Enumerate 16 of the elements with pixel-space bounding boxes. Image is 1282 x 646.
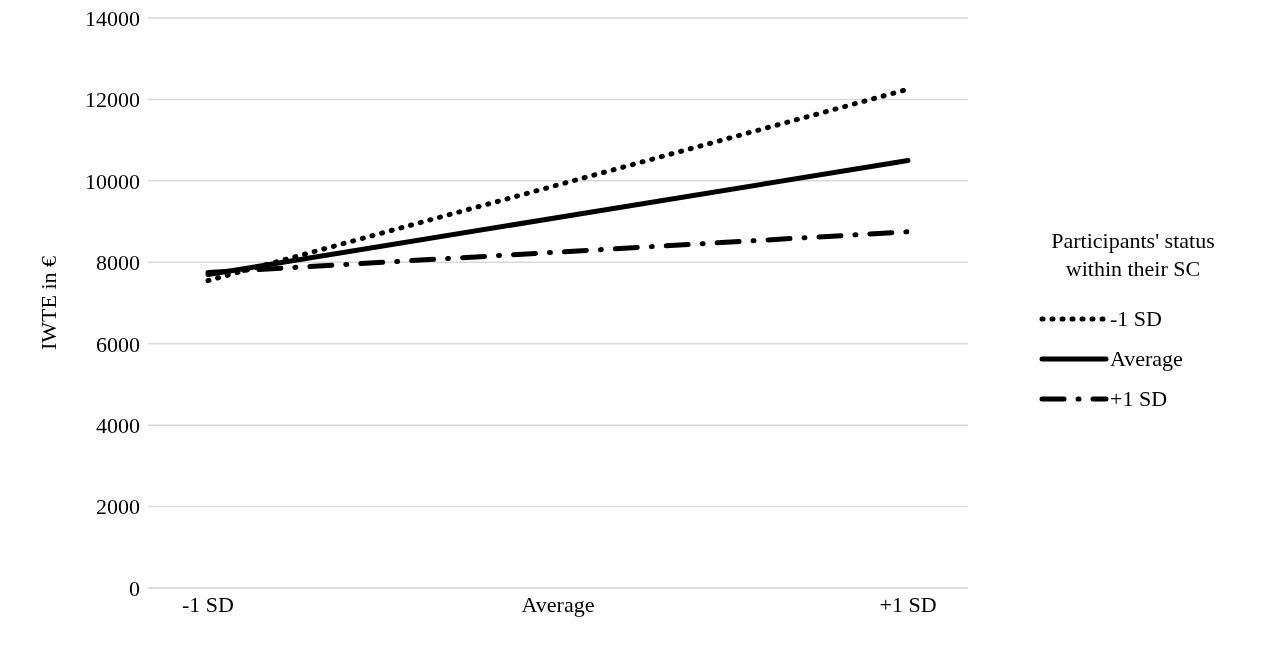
- x-tick-label: -1 SD: [182, 591, 234, 617]
- y-tick-label: 2000: [96, 494, 140, 520]
- y-tick-label: 6000: [96, 331, 140, 357]
- y-tick-label: 0: [129, 575, 140, 601]
- y-tick-label: 14000: [85, 5, 140, 31]
- y-tick-label: 8000: [96, 250, 140, 276]
- x-tick-label: +1 SD: [879, 591, 937, 617]
- legend-title: Participants' status within their SC: [1050, 227, 1216, 283]
- y-tick-label: 12000: [85, 87, 140, 113]
- y-axis-title: IWTE in €: [35, 255, 61, 351]
- y-tick-label: 4000: [96, 412, 140, 438]
- legend-label: +1 SD: [1110, 386, 1168, 412]
- x-tick-label: Average: [521, 591, 595, 617]
- legend-label: -1 SD: [1110, 306, 1162, 332]
- y-tick-label: 10000: [85, 168, 140, 194]
- legend-label: Average: [1110, 346, 1183, 372]
